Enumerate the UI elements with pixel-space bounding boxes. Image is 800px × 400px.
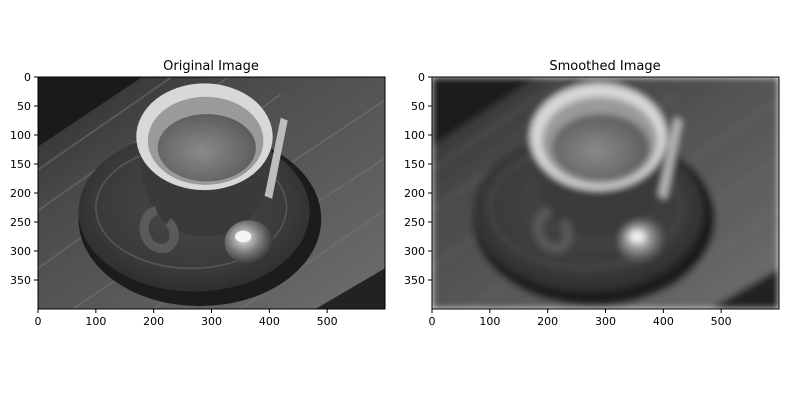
x-tick-label-smoothed: 400: [653, 315, 674, 328]
y-tick-label-original: 250: [10, 216, 31, 229]
x-tick-label-original: 400: [259, 315, 280, 328]
x-tick-label-smoothed: 100: [479, 315, 500, 328]
y-tick-label-original: 200: [10, 187, 31, 200]
smoothed-image: [432, 77, 779, 309]
y-tick-label-original: 0: [24, 71, 31, 84]
x-tick-label-smoothed: 500: [711, 315, 732, 328]
y-tick-label-original: 150: [10, 158, 31, 171]
y-tick-label-smoothed: 100: [404, 129, 425, 142]
panel-smoothed: Smoothed Image: [404, 59, 780, 328]
panel-title-smoothed: Smoothed Image: [549, 59, 660, 74]
y-axis-smoothed: 0 50 100 150 200 250 300 350: [404, 71, 432, 287]
y-tick-label-smoothed: 50: [411, 100, 425, 113]
y-tick-label-original: 350: [10, 274, 31, 287]
y-tick-label-original: 50: [17, 100, 31, 113]
x-axis-original: 0 100 200 300 400 500: [35, 309, 338, 328]
x-tick-label-smoothed: 0: [429, 315, 436, 328]
y-tick-label-smoothed: 200: [404, 187, 425, 200]
x-tick-label-original: 0: [35, 315, 42, 328]
y-tick-label-smoothed: 350: [404, 274, 425, 287]
x-axis-smoothed: 0 100 200 300 400 500: [429, 309, 732, 328]
x-tick-label-original: 500: [317, 315, 338, 328]
y-tick-label-smoothed: 0: [418, 71, 425, 84]
y-tick-label-smoothed: 250: [404, 216, 425, 229]
panel-title-original: Original Image: [163, 59, 259, 74]
original-image: [38, 77, 385, 309]
panel-original: Original Image: [10, 59, 386, 328]
y-axis-original: 0 50 100 150 200 250 300 350: [10, 71, 38, 287]
y-tick-label-smoothed: 150: [404, 158, 425, 171]
y-tick-label-original: 100: [10, 129, 31, 142]
x-tick-label-smoothed: 300: [595, 315, 616, 328]
x-tick-label-original: 200: [143, 315, 164, 328]
y-tick-label-original: 300: [10, 245, 31, 258]
x-tick-label-original: 300: [201, 315, 222, 328]
x-tick-label-smoothed: 200: [537, 315, 558, 328]
x-tick-label-original: 100: [85, 315, 106, 328]
y-tick-label-smoothed: 300: [404, 245, 425, 258]
